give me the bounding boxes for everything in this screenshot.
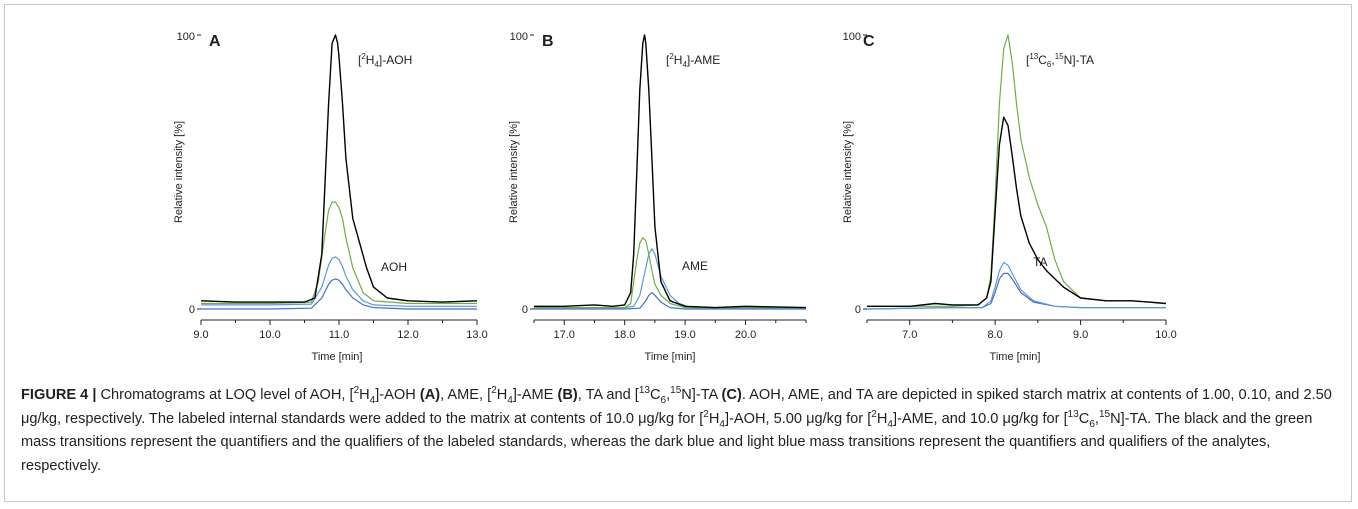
panel-label-c: C: [863, 33, 875, 50]
trace-a-3: [201, 201, 477, 305]
x-axis-label-c: Time [min]: [990, 351, 1041, 363]
standard-annotation-a: [2H4]-AOH: [358, 52, 412, 69]
x-tick-label-c-0: 7.0: [902, 329, 917, 341]
y-axis-label-b: Relative intensity [%]: [508, 121, 520, 223]
x-tick-label-c-2: 9.0: [1073, 329, 1088, 341]
y-axis-label-c: Relative intensity [%]: [842, 121, 854, 223]
trace-a-1: [201, 278, 477, 310]
analyte-annotation-b: AME: [682, 259, 708, 273]
caption-figure-label: FIGURE 4 |: [21, 387, 97, 403]
figure-caption: FIGURE 4 | Chromatograms at LOQ level of…: [21, 385, 1332, 474]
y-tick-label-100-b: 100: [510, 31, 528, 43]
y-axis-label-a: Relative intensity [%]: [173, 121, 185, 223]
y-tick-label-100-a: 100: [177, 31, 195, 43]
caption-panel-ref-c: (C): [721, 387, 742, 403]
trace-c-1: [866, 272, 1166, 310]
trace-b-4: [534, 34, 807, 309]
trace-b-1: [534, 292, 806, 310]
trace-c-4: [867, 116, 1167, 307]
panel-label-b: B: [542, 33, 554, 50]
y-tick-label-0-c: 0: [855, 304, 861, 316]
trace-a-2: [201, 256, 477, 307]
panel-label-a: A: [209, 33, 221, 50]
trace-b-3: [534, 237, 806, 309]
trace-c-3: [867, 34, 1167, 307]
trace-c-2: [866, 261, 1166, 310]
chromatogram-figure: A 100 0 Relative intensity [%] Time [min…: [173, 31, 1177, 363]
x-axis-label-b: Time [min]: [645, 351, 696, 363]
trace-a-4: [200, 34, 478, 303]
x-tick-label-b-3: 20.0: [735, 329, 756, 341]
panel-a: A 100 0 Relative intensity [%] Time [min…: [173, 31, 488, 363]
x-tick-label-b-0: 17.0: [554, 329, 575, 341]
x-tick-label-a-4: 13.0: [466, 329, 487, 341]
y-tick-label-0-b: 0: [522, 304, 528, 316]
y-tick-label-100-c: 100: [843, 31, 861, 43]
standard-annotation-b: [2H4]-AME: [666, 52, 720, 69]
x-tick-label-c-3: 10.0: [1155, 329, 1176, 341]
x-tick-label-b-1: 18.0: [614, 329, 635, 341]
figure-frame: [4, 4, 1352, 502]
x-tick-label-a-0: 9.0: [193, 329, 208, 341]
x-tick-label-a-2: 11.0: [329, 329, 350, 341]
x-tick-label-a-3: 12.0: [397, 329, 418, 341]
trace-b-2: [534, 248, 806, 309]
panel-b: B 100 0 Relative intensity [%] Time [min…: [508, 31, 807, 363]
y-tick-label-0-a: 0: [189, 304, 195, 316]
caption-panel-ref-a: (A): [419, 387, 441, 403]
x-axis-label-a: Time [min]: [312, 351, 363, 363]
panel-c: C 100 0 Relative intensity [%] Time [min…: [842, 31, 1177, 363]
x-tick-label-b-2: 19.0: [674, 329, 695, 341]
x-tick-label-a-1: 10.0: [259, 329, 280, 341]
caption-panel-ref-b: (B): [557, 387, 578, 403]
x-tick-label-c-1: 8.0: [987, 329, 1002, 341]
analyte-annotation-a: AOH: [381, 260, 407, 274]
standard-annotation-c: [13C6,15N]-TA: [1026, 52, 1094, 69]
